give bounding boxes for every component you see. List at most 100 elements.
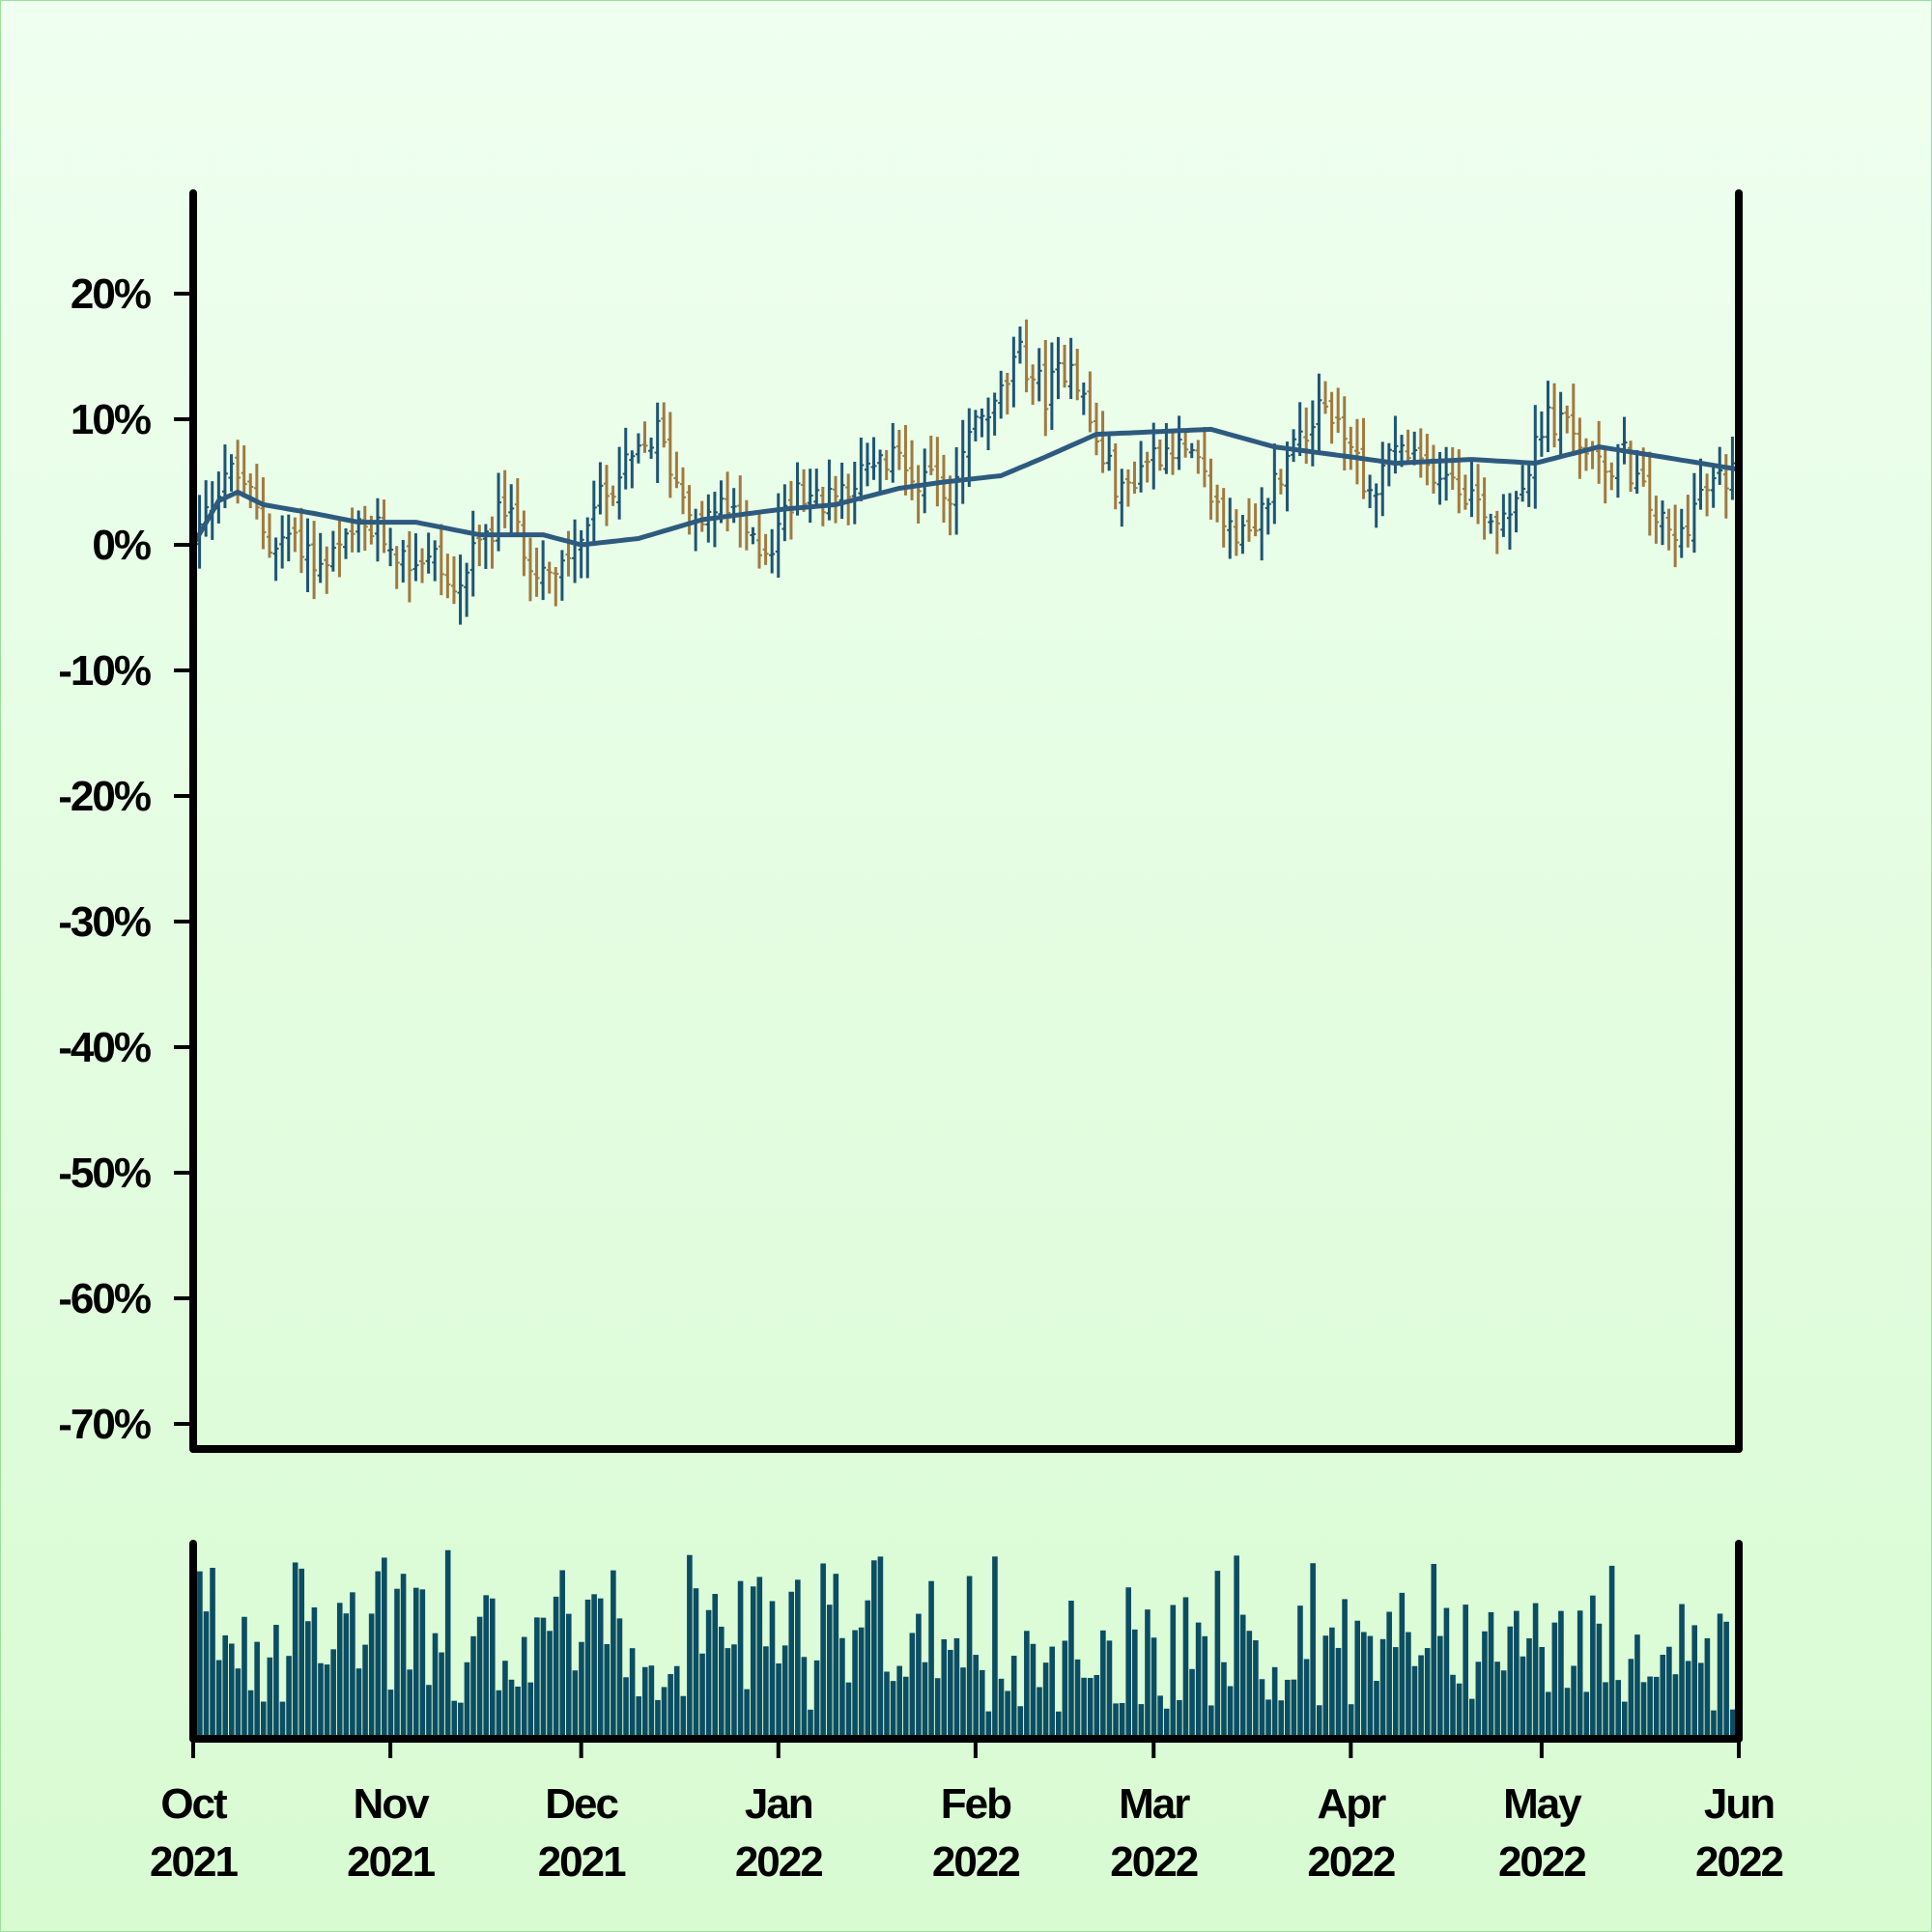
ohlc-bar	[940, 454, 947, 523]
ohlc-bar	[1112, 443, 1119, 510]
volume-bar	[1208, 1705, 1214, 1739]
volume-bar	[1100, 1630, 1106, 1739]
y-tick-label: 20%	[71, 270, 151, 318]
y-tick-label: 10%	[71, 396, 151, 443]
ohlc-bar	[769, 528, 776, 574]
volume-bar	[476, 1616, 483, 1739]
ohlc-bar	[1672, 504, 1679, 568]
volume-bar	[801, 1657, 808, 1739]
volume-bar	[1468, 1698, 1475, 1739]
volume-bar	[1074, 1659, 1081, 1739]
volume-bar	[1291, 1679, 1297, 1739]
x-tick-label-month: Nov	[354, 1780, 431, 1828]
ohlc-bar	[501, 469, 508, 528]
ohlc-bar	[1208, 458, 1214, 520]
y-tick-label: -10%	[58, 647, 151, 695]
ohlc-bar	[349, 507, 355, 553]
ohlc-bar	[387, 527, 394, 567]
volume-bar	[247, 1690, 254, 1739]
volume-bar	[444, 1549, 451, 1739]
volume-bar	[1310, 1563, 1316, 1739]
ohlc-bar	[1036, 348, 1042, 402]
volume-bar	[1151, 1637, 1157, 1739]
ohlc-bar	[1570, 384, 1577, 455]
volume-bar	[922, 1662, 928, 1739]
volume-bar	[350, 1592, 355, 1739]
volume-bar	[641, 1666, 648, 1739]
volume-bar	[324, 1664, 330, 1739]
volume-bar	[1520, 1656, 1526, 1739]
volume-bar	[1456, 1683, 1463, 1739]
volume-bar	[439, 1652, 444, 1739]
ohlc-bar	[228, 454, 235, 492]
ohlc-bar	[489, 516, 496, 569]
volume-bar	[330, 1649, 336, 1739]
ohlc-bar	[737, 475, 744, 548]
volume-bar	[1145, 1609, 1151, 1739]
ohlc-bar	[412, 533, 419, 582]
volume-bar	[1704, 1637, 1711, 1739]
ohlc-bar	[1488, 513, 1494, 534]
volume-bar	[1450, 1674, 1456, 1739]
volume-bar	[687, 1554, 693, 1739]
ohlc-bar	[807, 469, 813, 524]
volume-bar	[756, 1577, 763, 1739]
volume-bar	[623, 1677, 629, 1739]
volume-bar	[1017, 1706, 1024, 1739]
ohlc-bar	[1176, 415, 1182, 470]
volume-bar	[629, 1648, 636, 1739]
volume-bar	[1551, 1622, 1558, 1739]
ohlc-bar	[1538, 411, 1545, 457]
volume-bar	[1239, 1614, 1246, 1739]
volume-bar	[1660, 1655, 1666, 1739]
volume-bar	[1628, 1659, 1634, 1739]
ohlc-bar	[432, 540, 439, 582]
ohlc-bar	[1042, 339, 1049, 437]
x-tick-label-year: 2022	[932, 1838, 1019, 1886]
ohlc-bar	[1080, 382, 1087, 415]
ohlc-bar	[616, 446, 623, 520]
volume-bar	[604, 1643, 611, 1739]
volume-bar	[1157, 1695, 1163, 1739]
volume-bar	[572, 1670, 579, 1739]
ohlc-bar	[1564, 405, 1571, 434]
volume-bar	[279, 1701, 286, 1739]
ohlc-bar	[1532, 405, 1539, 509]
volume-bar	[896, 1665, 902, 1739]
ohlc-bar	[597, 462, 604, 515]
volume-bar	[1010, 1656, 1017, 1739]
y-tick-label: -30%	[58, 898, 151, 946]
volume-bar	[1316, 1705, 1322, 1739]
ohlc-bar	[858, 438, 865, 501]
volume-bar	[458, 1702, 464, 1739]
volume-bar	[483, 1595, 489, 1739]
volume-bar	[1482, 1631, 1488, 1739]
ohlc-bar	[260, 477, 267, 550]
volume-bar	[1087, 1677, 1094, 1739]
ohlc-bar	[343, 527, 350, 559]
ohlc-bar	[979, 408, 985, 438]
ohlc-bar	[743, 499, 750, 551]
volume-bar	[1042, 1662, 1049, 1739]
volume-bar	[890, 1681, 896, 1739]
ohlc-bar	[1220, 488, 1227, 548]
ohlc-bar	[1348, 426, 1354, 470]
volume-bar	[611, 1570, 616, 1739]
volume-bar	[254, 1641, 260, 1739]
volume-bar	[1202, 1635, 1208, 1739]
ohlc-bar	[1659, 500, 1665, 546]
volume-bar	[661, 1687, 668, 1739]
ohlc-bar	[1653, 496, 1660, 544]
volume-bar	[693, 1588, 699, 1739]
volume-bar	[343, 1613, 350, 1739]
volume-bar	[1717, 1613, 1723, 1739]
ohlc-bar	[329, 530, 336, 572]
volume-bar	[1335, 1647, 1342, 1739]
ohlc-bar	[476, 525, 483, 567]
volume-bar	[636, 1696, 642, 1739]
ohlc-bar	[1411, 431, 1418, 466]
volume-bar	[591, 1594, 597, 1739]
ohlc-bar	[1138, 440, 1145, 493]
volume-bar	[1303, 1659, 1310, 1739]
volume-bar	[985, 1711, 992, 1739]
